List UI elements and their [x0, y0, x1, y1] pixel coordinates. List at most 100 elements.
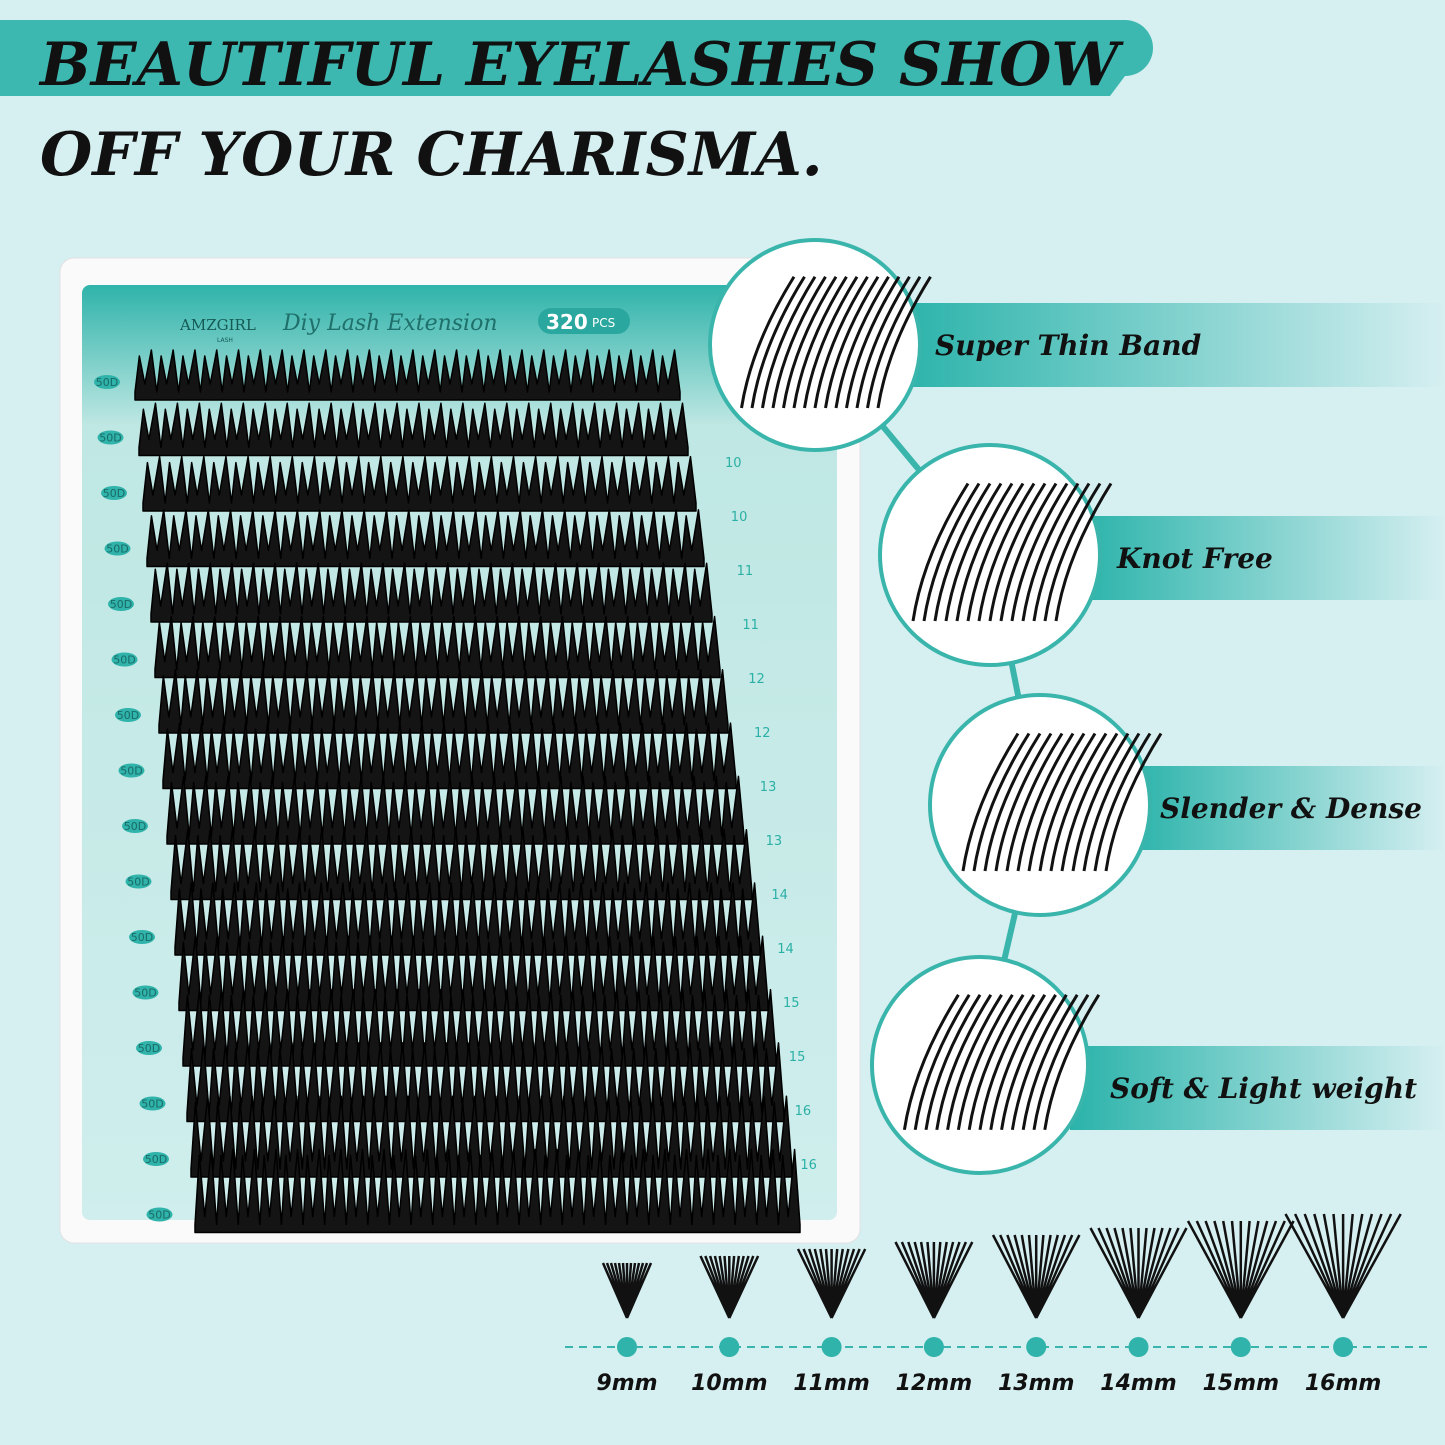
- lash-row: [142, 455, 697, 512]
- length-label: 10: [731, 510, 748, 525]
- title-banner: [0, 20, 1153, 96]
- size-dot: [821, 1337, 842, 1357]
- feature-bar: [1080, 516, 1445, 600]
- size-label: 13mm: [998, 1371, 1074, 1396]
- count-badge: [538, 308, 630, 334]
- lash-cluster: [991, 1234, 1081, 1319]
- feature-bar: [1070, 1046, 1445, 1130]
- size-label: 12mm: [896, 1371, 972, 1396]
- size-dot: [1333, 1337, 1354, 1357]
- lash-closeup: [961, 732, 1163, 872]
- row-label-badge: [143, 1152, 169, 1166]
- size-dot: [1230, 1337, 1251, 1357]
- row-label: 50D: [120, 765, 142, 778]
- lash-cluster: [1284, 1213, 1402, 1319]
- feature-image: [878, 443, 1102, 667]
- row-label-badge: [139, 1096, 166, 1111]
- size-label: 11mm: [793, 1371, 869, 1396]
- feature-image: [870, 955, 1090, 1175]
- lash-row: [146, 509, 705, 568]
- row-label: 50D: [113, 654, 135, 667]
- row-label-badge: [118, 763, 145, 778]
- size-dot: [1026, 1337, 1047, 1357]
- length-label: 15: [783, 996, 800, 1011]
- lash-cluster: [796, 1248, 867, 1319]
- lash-row: [162, 722, 737, 790]
- feature-bar: [1130, 766, 1445, 850]
- row-label-badge: [115, 708, 141, 722]
- row-label-badge: [111, 652, 138, 667]
- product-name: Diy Lash Extension: [282, 311, 498, 336]
- feature-image: [928, 693, 1152, 917]
- row-label: 50D: [96, 376, 118, 389]
- lash-row: [182, 988, 777, 1067]
- row-label-badge: [122, 819, 148, 833]
- lash-row: [166, 775, 745, 845]
- lash-cluster: [601, 1262, 653, 1319]
- row-label-badge: [94, 375, 120, 389]
- count-unit: PCS: [592, 316, 615, 330]
- sizes: 9mm 10mm 11mm 12mm 13mm 14mm 15mm 16mm: [596, 1213, 1402, 1396]
- length-label: 11: [737, 564, 754, 579]
- row-label-badge: [97, 430, 124, 445]
- connector: [812, 343, 1044, 1066]
- lash-row: [150, 562, 713, 623]
- row-label: 50D: [99, 432, 121, 445]
- lash-closeup: [911, 482, 1113, 622]
- lash-row: [178, 935, 769, 1012]
- row-label-badge: [146, 1207, 173, 1222]
- row-label-badge: [101, 486, 127, 500]
- row-label: 50D: [103, 487, 125, 500]
- brand-sub: LASH: [217, 337, 233, 344]
- feature-label: Soft & Light weight: [1110, 1072, 1417, 1105]
- size-label: 14mm: [1100, 1371, 1176, 1396]
- lash-closeup: [740, 275, 932, 409]
- row-label: 50D: [127, 876, 149, 889]
- row-label: 50D: [124, 820, 146, 833]
- row-label: 50D: [131, 931, 153, 944]
- lash-row: [154, 615, 721, 679]
- length-label: 12: [748, 672, 765, 687]
- length-label: 15: [789, 1050, 806, 1065]
- row-label: 50D: [110, 598, 132, 611]
- lash-row: [138, 402, 689, 457]
- size-label: 15mm: [1203, 1371, 1279, 1396]
- lash-row: [134, 349, 681, 401]
- feature-label: Slender & Dense: [1160, 792, 1422, 825]
- length-label: 13: [760, 780, 777, 795]
- feature-image: [708, 238, 922, 452]
- row-label-badge: [125, 874, 152, 889]
- size-label: 16mm: [1305, 1371, 1381, 1396]
- lash-row: [158, 669, 729, 734]
- row-label: 50D: [141, 1098, 163, 1111]
- row-label: 50D: [106, 543, 128, 556]
- lash-cluster: [1186, 1220, 1295, 1319]
- row-label-badge: [108, 597, 134, 611]
- size-label: 9mm: [596, 1371, 657, 1396]
- feature-label: Knot Free: [1116, 542, 1273, 575]
- row-label: 50D: [117, 709, 139, 722]
- row-label-badge: [129, 930, 155, 944]
- size-label: 10mm: [691, 1371, 767, 1396]
- title-line: BEAUTIFUL EYELASHES SHOW: [38, 30, 1124, 100]
- length-label: 14: [777, 942, 794, 957]
- row-label: 50D: [148, 1209, 170, 1222]
- count: 320: [546, 310, 588, 334]
- lash-row: [170, 828, 753, 901]
- lash-row: [174, 882, 761, 956]
- size-dot: [1128, 1337, 1149, 1357]
- length-label: 11: [742, 618, 759, 633]
- row-label-badge: [104, 541, 131, 556]
- row-label: 50D: [145, 1153, 167, 1166]
- row-label: 50D: [134, 987, 156, 1000]
- lash-rows: 50D 50D 50D 50D 50D 50D 50D 50D 50D 50D 50D 50D 50D 5…: [94, 349, 817, 1234]
- feature-label: Super Thin Band: [935, 329, 1201, 362]
- row-label-badge: [132, 985, 159, 1000]
- row-label: 50D: [138, 1042, 160, 1055]
- length-label: 12: [754, 726, 771, 741]
- length-label: 10: [725, 456, 742, 471]
- length-label: 16: [795, 1104, 812, 1119]
- lash-closeup: [902, 994, 1101, 1131]
- size-dot: [923, 1337, 944, 1357]
